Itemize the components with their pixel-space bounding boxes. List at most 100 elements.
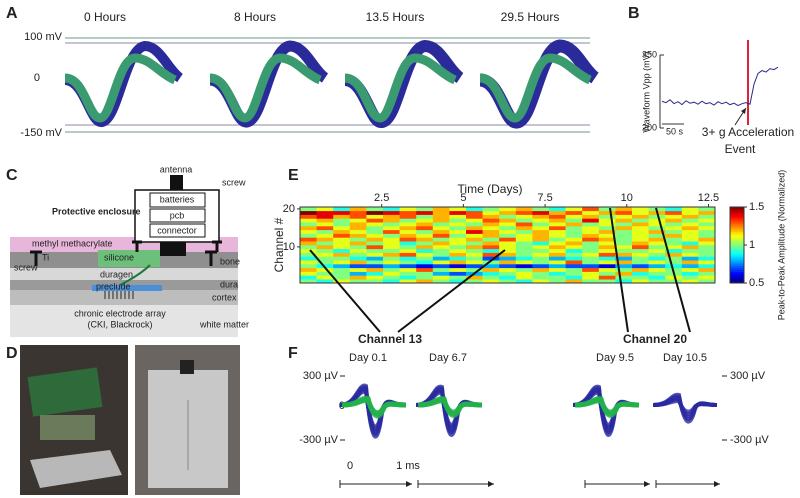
colorbar-swatch (730, 267, 744, 270)
heatmap-cell (698, 248, 716, 253)
heatmap-cell (582, 210, 600, 215)
colorbar-swatch (730, 258, 744, 261)
colorbar-swatch (730, 281, 744, 284)
panel-d (20, 345, 240, 495)
heatmap-cell (549, 222, 566, 227)
heatmap-cell (449, 218, 467, 223)
axis-label: 0 (347, 460, 353, 472)
heatmap-cell (665, 226, 683, 231)
photo-base (30, 450, 122, 488)
heatmap-cell (615, 279, 633, 284)
heatmap-cell (399, 207, 417, 212)
heatmap-cell (582, 207, 600, 212)
heatmap-cell (366, 226, 384, 231)
heatmap-cell (549, 252, 566, 257)
heatmap-cell (582, 256, 600, 261)
colorbar-swatch (730, 220, 744, 223)
heatmap-cell (449, 260, 467, 265)
heatmap-cell (648, 267, 666, 272)
heatmap-cell (316, 207, 334, 212)
heatmap-cell (532, 229, 550, 234)
heatmap-cell (349, 264, 367, 269)
photo-connector (40, 415, 95, 440)
heatmap-cell (665, 229, 683, 234)
heatmap-cell (681, 248, 699, 253)
diagram-label: Protective enclosure (52, 206, 141, 216)
panel-label: C (6, 167, 18, 184)
heatmap-cell (565, 241, 583, 246)
heatmap-cell (399, 275, 417, 280)
heatmap-cell (349, 226, 367, 231)
heatmap-cell (399, 241, 417, 246)
heatmap-cell (598, 245, 616, 250)
heatmap-cell (333, 210, 351, 215)
diagram-label: white matter (199, 319, 249, 329)
colorbar-swatch (730, 241, 744, 244)
heatmap-cell (316, 264, 334, 269)
heatmap-cell (549, 229, 566, 234)
heatmap-cell (665, 233, 683, 238)
spike-waveforms (339, 383, 718, 439)
heatmap-cell (466, 248, 483, 253)
heatmap-cell (499, 241, 517, 246)
heatmap-cell (300, 237, 317, 242)
heatmap-cell (383, 218, 400, 223)
day-label: Day 6.7 (429, 352, 467, 364)
heatmap-cell (300, 218, 317, 223)
heatmap-cell (333, 233, 351, 238)
heatmap-cell (515, 279, 533, 284)
heatmap-cell (349, 256, 367, 261)
heatmap-cell (681, 245, 699, 250)
heatmap-cell (399, 218, 417, 223)
heatmap-cell (681, 264, 699, 269)
colorbar-swatch (730, 271, 744, 274)
heatmap-cell (665, 248, 683, 253)
heatmap-cell (383, 222, 400, 227)
heatmap-cell (698, 275, 716, 280)
heatmap-cell (499, 256, 517, 261)
heatmap-cell (300, 271, 317, 276)
heatmap-cell (499, 214, 517, 219)
colorbar-swatch (730, 254, 744, 257)
heatmap-cell (333, 279, 351, 284)
heatmap-cell (432, 210, 450, 215)
heatmap-cell (515, 260, 533, 265)
heatmap-cell (383, 207, 400, 212)
heatmap-cell (416, 271, 434, 276)
heatmap-cell (432, 226, 450, 231)
heatmap-cell (532, 218, 550, 223)
heatmap-cell (399, 226, 417, 231)
heatmap-cell (499, 233, 517, 238)
heatmap-cell (300, 233, 317, 238)
heatmap-cell (383, 214, 400, 219)
heatmap-cell (598, 214, 616, 219)
heatmap-cell (366, 256, 384, 261)
time-label: 0 Hours (84, 10, 126, 24)
colorbar-swatch (730, 222, 744, 225)
heatmap-cell (665, 252, 683, 257)
heatmap-cell (549, 264, 566, 269)
heatmap-cell (383, 248, 400, 253)
heatmap-cell (416, 279, 434, 284)
heatmap-cell (432, 264, 450, 269)
heatmap-cell (466, 275, 483, 280)
heatmap-cell (383, 271, 400, 276)
heatmap-cell (698, 245, 716, 250)
heatmap-cell (316, 214, 334, 219)
heatmap-cell (598, 260, 616, 265)
heatmap-cell (698, 229, 716, 234)
colorbar-swatch (730, 277, 744, 280)
heatmap-cell (300, 248, 317, 253)
day-label: Day 0.1 (349, 352, 387, 364)
heatmap-cell (383, 237, 400, 242)
heatmap-cell (632, 218, 649, 223)
heatmap-cell (665, 214, 683, 219)
heatmap-cell (333, 241, 351, 246)
axis-label: -300 µV (730, 434, 769, 446)
heatmap-cell (499, 260, 517, 265)
heatmap-cell (665, 245, 683, 250)
heatmap-cell (300, 267, 317, 272)
heatmap-cell (333, 229, 351, 234)
heatmap-cell (416, 218, 434, 223)
heatmap-cell (416, 229, 434, 234)
